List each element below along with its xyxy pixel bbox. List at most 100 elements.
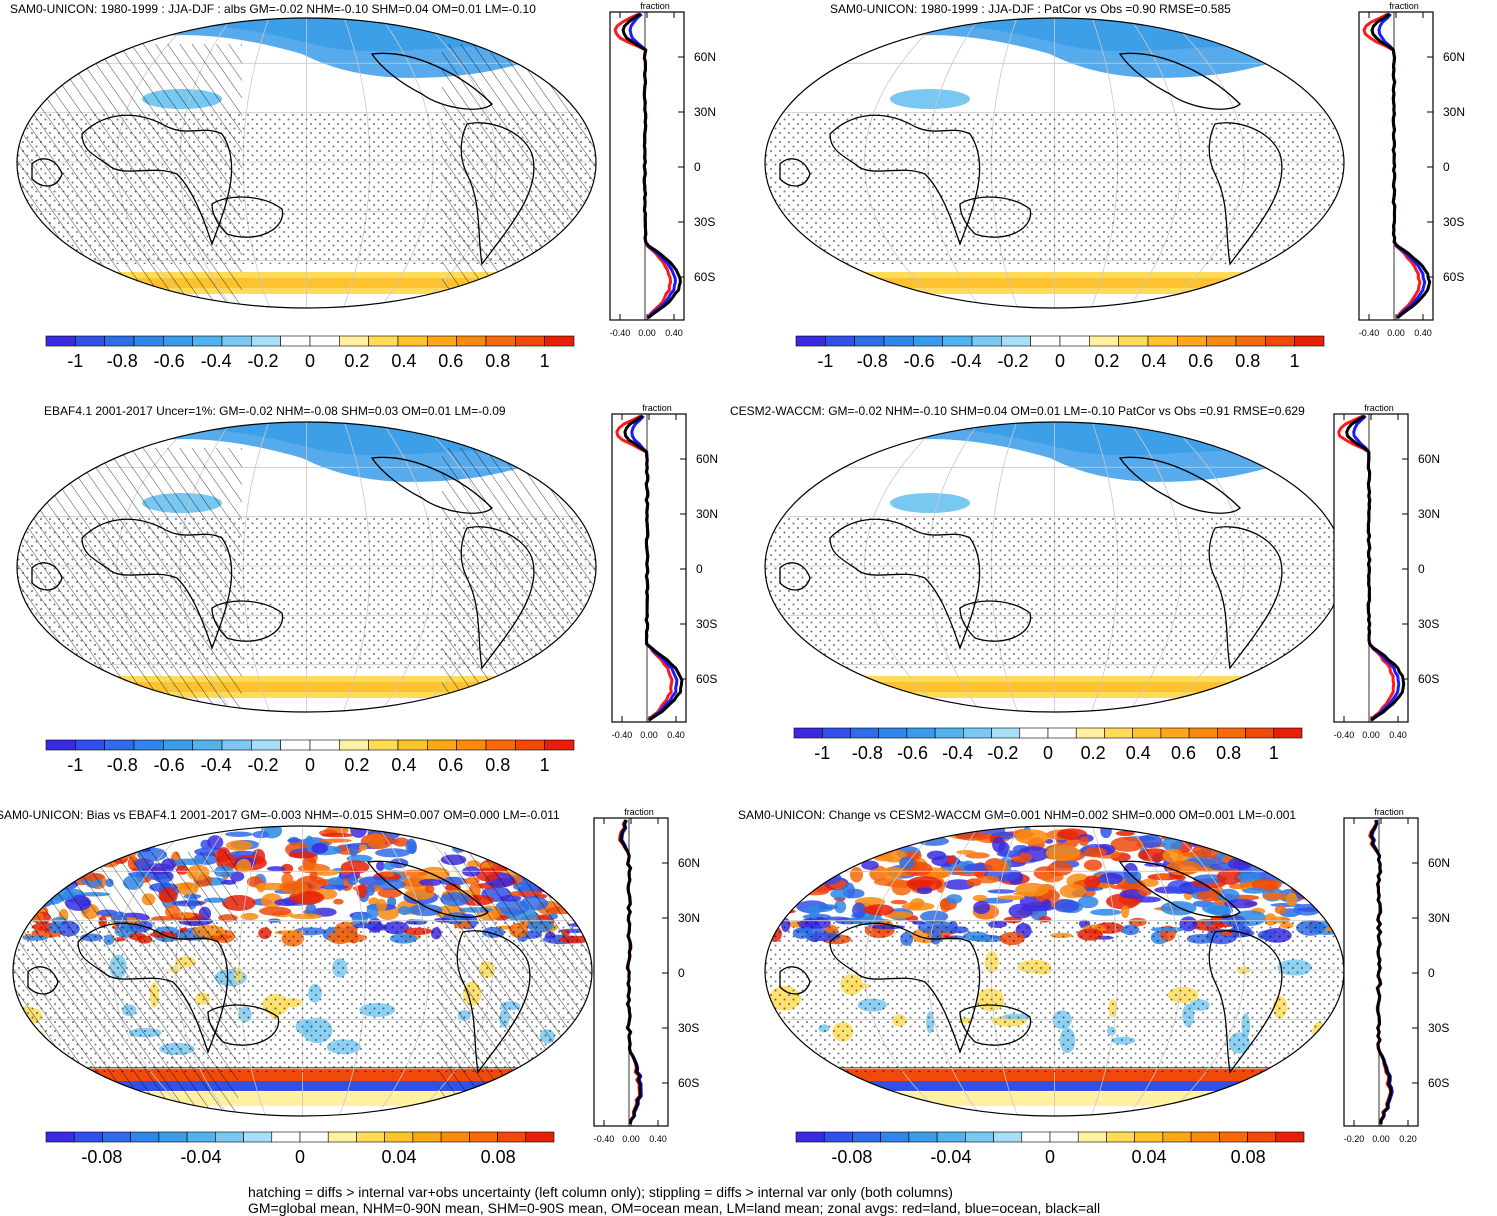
anomaly-region [946, 894, 963, 904]
zonal-x-tick-label: -0.20 [1344, 1134, 1365, 1144]
anomaly-region [366, 903, 379, 920]
colorbar-swatch [384, 1131, 414, 1143]
zonal-plot-title: fraction [640, 1, 670, 11]
anomaly-region [800, 278, 1280, 288]
latitude-tick-label: 30N [1418, 507, 1440, 521]
colorbar-swatch [368, 739, 399, 751]
anomaly-region [848, 826, 868, 836]
colorbar-tick-label: 0 [295, 1147, 305, 1167]
colorbar-swatch [251, 739, 281, 751]
anomaly-region [785, 844, 799, 860]
anomaly-region [811, 871, 842, 885]
latitude-tick-label: 60N [696, 452, 718, 466]
anomaly-region [1262, 892, 1287, 901]
anomaly-region [1047, 861, 1073, 876]
zonal-x-tick-label: -0.40 [1334, 730, 1355, 740]
colorbar-swatch [1134, 1131, 1164, 1143]
colorbar-tick-label: -0.2 [998, 351, 1029, 371]
anomaly-region [1285, 892, 1298, 907]
colorbar-tick-label: -0.04 [930, 1147, 971, 1167]
colorbar-swatch [883, 335, 914, 347]
anomaly-region [452, 843, 466, 853]
anomaly-region [320, 884, 349, 890]
colorbar-swatch [427, 739, 457, 751]
colorbar-tick-label: -0.2 [987, 743, 1018, 763]
anomaly-region [1251, 878, 1282, 891]
map-panel [764, 421, 1345, 713]
colorbar-tick-label: -0.4 [951, 351, 982, 371]
anomaly-region [1014, 829, 1050, 845]
colorbar-swatch [221, 335, 252, 347]
anomaly-region [375, 848, 411, 858]
colorbar-swatch [133, 739, 164, 751]
coastline [1118, 456, 1241, 514]
colorbar-tick-label: 0.04 [1132, 1147, 1167, 1167]
colorbar-swatch [75, 335, 105, 347]
anomaly-region [47, 857, 75, 867]
anomaly-region [1264, 839, 1293, 845]
anomaly-region [13, 908, 28, 917]
anomaly-region [1304, 877, 1321, 888]
anomaly-region [405, 838, 417, 854]
anomaly-region [987, 889, 1016, 894]
anomaly-region [289, 890, 325, 905]
anomaly-region [1078, 836, 1090, 846]
colorbar-swatch [1160, 727, 1190, 739]
anomaly-region [13, 846, 26, 854]
anomaly-region [972, 894, 988, 902]
colorbar-swatch [1132, 727, 1162, 739]
colorbar-tick-label: 0.08 [481, 1147, 516, 1167]
anomaly-region [1289, 865, 1307, 877]
colorbar-swatch [309, 739, 340, 751]
colorbar-tick-label: 0.2 [344, 755, 369, 775]
colorbar-tick-label: 0.2 [344, 351, 369, 371]
anomaly-region [252, 830, 270, 839]
anomaly-region [820, 849, 850, 857]
anomaly-region [792, 829, 824, 842]
latitude-tick-label: 0 [1428, 966, 1435, 980]
anomaly-region [1299, 858, 1322, 871]
zonal-plot-title: fraction [1389, 1, 1419, 11]
all-zonal-mean-line [1370, 12, 1432, 320]
anomaly-region [992, 860, 1010, 873]
anomaly-region [60, 854, 73, 871]
latitude-tick-label: 30S [696, 617, 717, 631]
stippling-overlay [765, 518, 1344, 668]
latitude-tick-label: 30N [1443, 105, 1465, 119]
latitude-tick-label: 0 [694, 160, 701, 174]
anomaly-region [849, 866, 864, 883]
anomaly-region [554, 872, 576, 877]
anomaly-region [1201, 902, 1232, 915]
coastline [1118, 860, 1241, 918]
colorbar-tick-label: 0 [305, 351, 315, 371]
zonal-x-tick-label: -0.40 [612, 730, 633, 740]
anomaly-region [375, 898, 387, 912]
latitude-tick-label: 30S [1418, 617, 1439, 631]
colorbar-tick-label: -0.04 [180, 1147, 221, 1167]
colorbar-swatch [793, 727, 823, 739]
colorbar-swatch [1265, 335, 1295, 347]
anomaly-region [398, 906, 411, 916]
anomaly-region [225, 840, 253, 851]
anomaly-region [561, 843, 581, 850]
anomaly-region [499, 849, 524, 863]
anomaly-region [1080, 886, 1104, 891]
anomaly-region [926, 850, 947, 861]
hatching-overlay [13, 852, 592, 1112]
zonal-x-tick-label: 0.00 [1387, 328, 1405, 338]
colorbar-tick-label: 0.04 [382, 1147, 417, 1167]
anomaly-region [35, 871, 70, 885]
colorbar-tick-label: 0.6 [438, 351, 463, 371]
anomaly-region [765, 871, 795, 877]
anomaly-region [47, 859, 70, 873]
colorbar-swatch [850, 727, 879, 739]
zonal-plot-title: fraction [1364, 403, 1394, 413]
anomaly-region [558, 873, 580, 881]
colorbar-tick-label: 1 [1269, 743, 1279, 763]
latitude-tick-label: 30S [678, 1021, 699, 1035]
anomaly-region [103, 842, 118, 855]
colorbar-swatch [192, 739, 223, 751]
colorbar-swatch [821, 727, 851, 739]
anomaly-region [765, 919, 778, 926]
anomaly-region [155, 826, 174, 835]
